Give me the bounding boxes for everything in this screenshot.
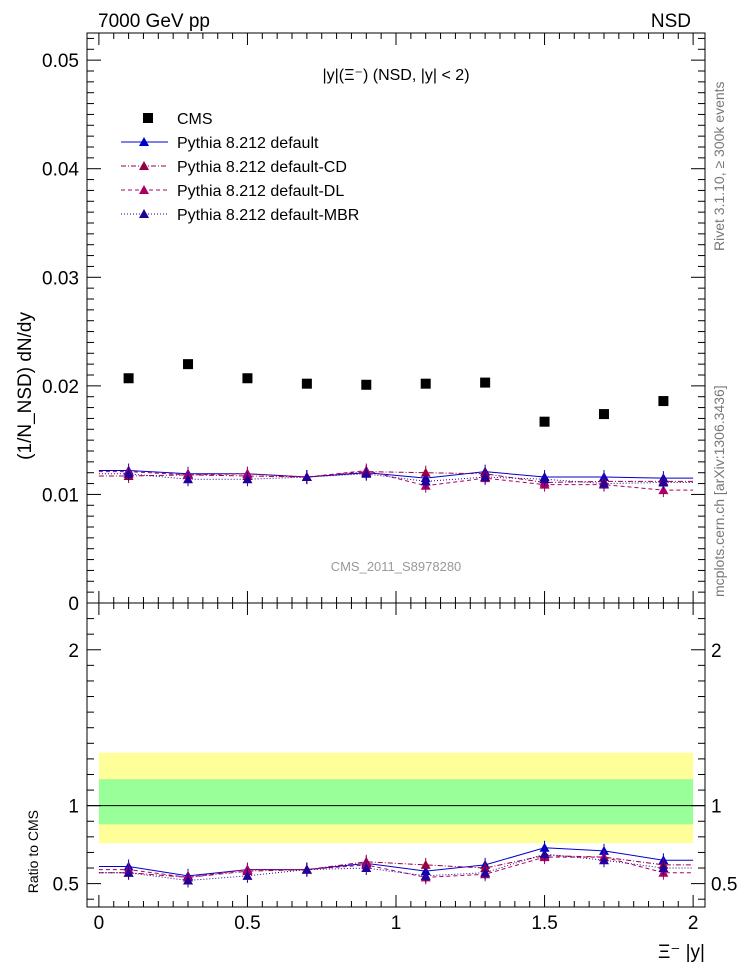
y-tick-label: 0 [68, 594, 79, 615]
cms-point [598, 409, 609, 420]
x-axis-title: Ξ⁻ |y| [658, 942, 705, 963]
series-pythia-8-212-default-mbr [98, 846, 694, 888]
cms-point [123, 373, 134, 384]
mcplots-label: mcplots.cern.ch [arXiv:1306.3436] [711, 385, 727, 597]
ratio-y-tick-label-right: 2 [711, 641, 722, 662]
cms-point [361, 379, 372, 390]
series-point [658, 863, 669, 873]
rivet-label: Rivet 3.1.10, ≥ 300k events [711, 81, 727, 251]
series-line [98, 855, 694, 878]
x-tick-label: 0.5 [234, 913, 260, 934]
y-tick-label: 0.03 [42, 268, 79, 289]
main-title: |y|(Ξ⁻) (NSD, |y| < 2) [322, 67, 469, 84]
cms-point [301, 378, 312, 389]
tick-labels: 0 0.5 1 1.5 2 0 0.01 0.02 0.03 0.04 0.05 0.5 0.5 1 1 2 2 [42, 51, 737, 934]
series-point [420, 467, 431, 477]
ratio-bands [87, 752, 705, 844]
analysis-watermark: CMS_2011_S8978280 [331, 559, 462, 574]
series-point [420, 859, 431, 869]
series-point [598, 855, 609, 865]
series-point [598, 478, 609, 488]
legend-label: Pythia 8.212 default [177, 135, 319, 152]
series-line [98, 853, 694, 882]
series-point [301, 864, 312, 874]
ratio-y-tick-label-right: 0.5 [711, 875, 737, 896]
legend-marker [139, 137, 149, 146]
series-point [183, 875, 194, 885]
legend-label: Pythia 8.212 default-MBR [177, 207, 359, 224]
x-tick-label: 0 [94, 913, 105, 934]
legend-marker [139, 185, 149, 194]
legend-marker [139, 161, 149, 170]
series-cms [123, 359, 669, 427]
x-tick-label: 1.5 [531, 913, 557, 934]
x-tick-label: 1 [391, 913, 402, 934]
legend-marker [139, 209, 149, 218]
series-point [361, 863, 372, 873]
series-point [361, 468, 372, 478]
legend-swatch [143, 113, 153, 123]
y-axis-title: (1/N_NSD) dN/dy [15, 312, 36, 460]
y-tick-label: 0.01 [42, 485, 79, 506]
legend: CMS Pythia 8.212 default Pythia 8.212 defa… [121, 111, 359, 224]
series-point [123, 867, 134, 877]
cms-point [242, 373, 253, 384]
cms-point [420, 378, 431, 389]
series-line [98, 470, 694, 479]
series-point [242, 474, 253, 484]
cms-point [539, 416, 550, 427]
series-point [420, 476, 431, 486]
series-point [183, 474, 194, 484]
series-point [480, 472, 491, 482]
x-tick-label: 2 [688, 913, 699, 934]
series-line [98, 856, 694, 878]
series-line [98, 473, 694, 485]
series-point [123, 468, 134, 478]
legend-item-pythia-8-212-default: Pythia 8.212 default [121, 135, 319, 152]
ratio-marks [98, 840, 694, 888]
ratio-band-inner [98, 779, 694, 825]
ratio-y-tick-label: 0.5 [53, 875, 79, 896]
legend-label: Pythia 8.212 default-DL [177, 183, 344, 200]
series-line [98, 471, 694, 483]
series-point [301, 472, 312, 482]
series-point [480, 867, 491, 877]
main-marks [98, 359, 694, 498]
ratio-y-tick-label-right: 1 [711, 797, 722, 818]
series-point [658, 485, 669, 495]
cms-point [480, 377, 491, 388]
ratio-y-axis-title: Ratio to CMS [25, 810, 41, 893]
series-pythia-8-212-default-mbr [98, 466, 694, 491]
cms-point [658, 396, 669, 407]
legend-item-pythia-8-212-default-cd: Pythia 8.212 default-CD [121, 159, 347, 176]
series-point [658, 477, 669, 487]
cms-point [183, 359, 194, 370]
series-line [98, 847, 694, 877]
process-label: NSD [651, 11, 691, 32]
series-point [420, 870, 431, 880]
legend-label: CMS [177, 111, 213, 128]
series-line [98, 470, 694, 491]
energy-label: 7000 GeV pp [98, 11, 210, 32]
series-point [242, 870, 253, 880]
y-tick-label: 0.04 [42, 160, 79, 181]
axis-ticks [87, 33, 705, 907]
y-tick-label: 0.02 [42, 377, 79, 398]
legend-item-pythia-8-212-default-dl: Pythia 8.212 default-DL [121, 183, 344, 200]
series-point [539, 848, 550, 858]
ratio-y-tick-label: 2 [68, 641, 79, 662]
y-tick-label: 0.05 [42, 51, 79, 72]
legend-item-cms: CMS [143, 111, 213, 128]
series-point [539, 474, 550, 484]
legend-item-pythia-8-212-default-mbr: Pythia 8.212 default-MBR [121, 207, 359, 224]
legend-label: Pythia 8.212 default-CD [177, 159, 347, 176]
ratio-y-tick-label: 1 [68, 797, 79, 818]
